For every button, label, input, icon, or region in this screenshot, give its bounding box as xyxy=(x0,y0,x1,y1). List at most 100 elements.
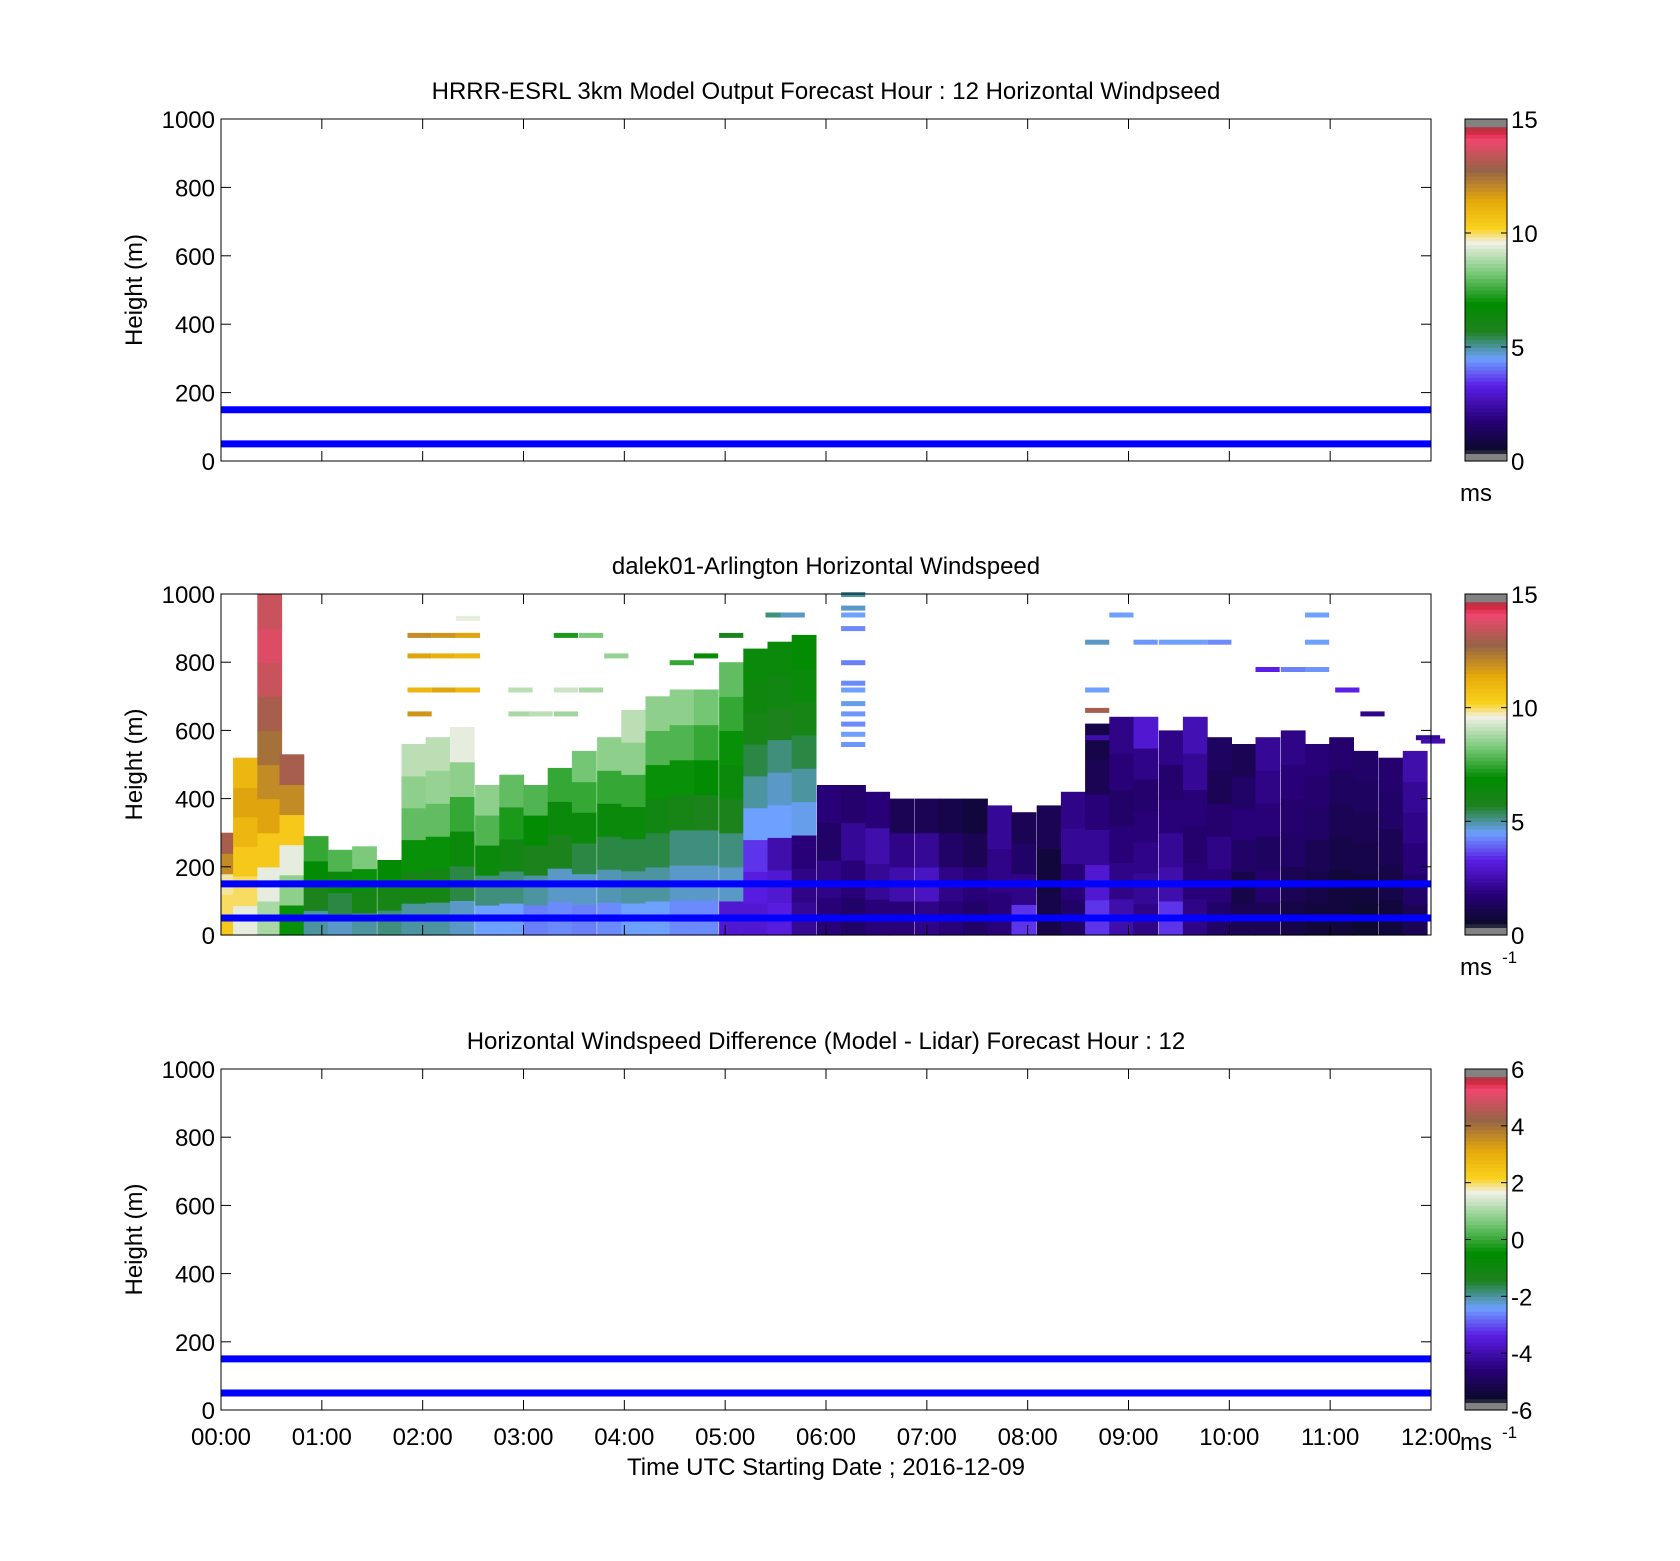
heatmap-cell xyxy=(431,653,456,659)
colorbar-segment xyxy=(1465,677,1507,682)
heatmap-cell xyxy=(547,767,573,802)
heatmap-cell xyxy=(841,731,866,737)
colorbar-segment xyxy=(1465,1345,1507,1350)
colorbar-segment xyxy=(1465,221,1507,226)
colorbar-segment xyxy=(1465,385,1507,390)
heatmap-cell xyxy=(279,814,305,846)
colorbar-segment xyxy=(1465,916,1507,921)
colorbar-segment xyxy=(1465,840,1507,845)
heatmap-cell xyxy=(841,680,866,686)
colorbar-segment xyxy=(1465,1394,1507,1400)
colorbar-unit: ms xyxy=(1460,480,1492,507)
heatmap-cell xyxy=(233,757,258,788)
heatmap-cell xyxy=(1255,770,1281,804)
colorbar-tick-label: 6 xyxy=(1511,1057,1524,1084)
colorbar-segment xyxy=(1465,1190,1507,1195)
heatmap-cell xyxy=(987,805,1013,850)
colorbar-segment xyxy=(1465,214,1507,219)
heatmap-cell xyxy=(279,874,305,906)
heatmap-cell xyxy=(1329,770,1354,804)
colorbar-segment xyxy=(1465,650,1507,656)
heatmap-cell xyxy=(425,836,451,870)
heatmap-cell xyxy=(279,844,305,876)
heatmap-cell xyxy=(257,594,283,629)
heatmap-cell xyxy=(475,815,500,846)
colorbar-segment xyxy=(1465,775,1507,781)
heatmap-cell xyxy=(645,764,671,800)
colorbar-segment xyxy=(1465,1099,1507,1104)
heatmap-cell xyxy=(327,892,353,915)
colorbar-segment xyxy=(1465,1281,1507,1286)
colorbar-segment xyxy=(1465,707,1507,713)
heatmap-cell xyxy=(327,849,353,872)
heatmap-cell xyxy=(1158,639,1183,645)
colorbar-segment xyxy=(1465,1266,1507,1271)
colorbar-segment xyxy=(1465,1338,1507,1343)
heatmap-cell xyxy=(579,687,604,693)
heatmap-cell xyxy=(475,845,500,876)
heatmap-cell xyxy=(1420,738,1446,744)
colorbar-segment xyxy=(1465,366,1507,371)
colorbar-segment xyxy=(1465,927,1507,932)
heatmap-cell xyxy=(523,785,549,816)
colorbar-segment xyxy=(1465,734,1507,739)
y-tick-label: 400 xyxy=(175,312,215,339)
colorbar-segment xyxy=(1465,122,1507,128)
colorbar-segment xyxy=(1465,1387,1507,1392)
colorbar-segment xyxy=(1465,434,1507,439)
colorbar-segment xyxy=(1465,1284,1507,1290)
colorbar-segment xyxy=(1465,1140,1507,1146)
colorbar-segment xyxy=(1465,635,1507,641)
heatmap-cell xyxy=(425,737,451,771)
heatmap-cell xyxy=(791,801,817,836)
colorbar-segment xyxy=(1465,1152,1507,1157)
heatmap-cell xyxy=(865,827,891,864)
heatmap-cell xyxy=(1109,716,1135,754)
colorbar-segment xyxy=(1465,912,1507,917)
heatmap-cell xyxy=(449,727,475,763)
heatmap-cell xyxy=(257,798,283,834)
heatmap-cell xyxy=(1085,687,1110,693)
colorbar-segment xyxy=(1465,1194,1507,1199)
heatmap-cell xyxy=(1360,711,1385,717)
heatmap-cell xyxy=(1036,891,1062,936)
colorbar-segment xyxy=(1465,290,1507,295)
colorbar: 0 5 10 15 ms -1 xyxy=(1460,582,1538,981)
colorbar-segment xyxy=(1465,164,1507,169)
colorbar-segment xyxy=(1465,639,1507,644)
colorbar-segment xyxy=(1465,1341,1507,1347)
colorbar-segment xyxy=(1465,669,1507,675)
colorbar-tick-label: 5 xyxy=(1511,335,1524,362)
heatmap-cell xyxy=(1182,716,1208,754)
colorbar-segment xyxy=(1465,134,1507,139)
heatmap-cell xyxy=(669,724,695,761)
colorbar-segment xyxy=(1465,153,1507,158)
colorbar-segment xyxy=(1465,130,1507,135)
heatmap-cell xyxy=(889,832,915,868)
colorbar-segment xyxy=(1465,426,1507,432)
colorbar-segment xyxy=(1465,855,1507,860)
x-tick-label: 06:00 xyxy=(796,1424,856,1451)
colorbar-segment xyxy=(1465,1391,1507,1396)
colorbar-segment xyxy=(1465,866,1507,872)
y-tick-label: 400 xyxy=(175,1262,215,1289)
colorbar-segment xyxy=(1465,1091,1507,1097)
heatmap-cell xyxy=(669,829,695,866)
heatmap-cell xyxy=(1353,781,1379,813)
heatmap-cell xyxy=(693,653,719,659)
colorbar-segment xyxy=(1465,457,1507,462)
colorbar-segment xyxy=(1465,1220,1507,1225)
colorbar-segment xyxy=(1465,381,1507,386)
colorbar-segment xyxy=(1465,255,1507,261)
x-tick-label: 02:00 xyxy=(393,1424,453,1451)
heatmap-cell xyxy=(1280,798,1306,834)
colorbar-segment xyxy=(1465,445,1507,451)
colorbar-segment xyxy=(1465,1273,1507,1278)
colorbar-segment xyxy=(1465,885,1507,891)
heatmap-cell xyxy=(1255,667,1280,672)
heatmap-cell xyxy=(743,744,769,777)
heatmap-cell xyxy=(1060,827,1086,864)
heatmap-cell xyxy=(841,612,866,618)
heatmap-cell xyxy=(431,632,456,638)
colorbar-segment xyxy=(1465,119,1507,124)
